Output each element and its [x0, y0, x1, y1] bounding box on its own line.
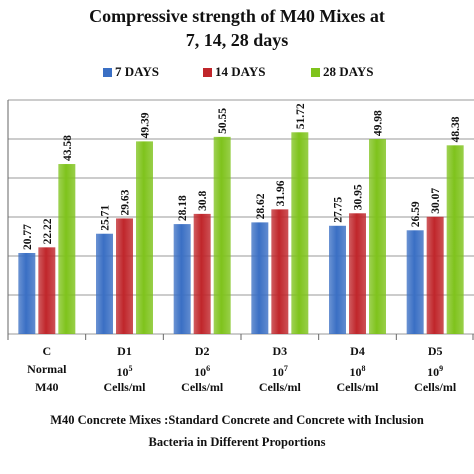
x-axis-title-line-2: Bacteria in Different Proportions [148, 435, 326, 449]
category-label-line: D5 [427, 344, 443, 358]
bar-28-days [291, 132, 309, 334]
category-label-line: M40 [35, 380, 59, 394]
data-label: 22.22 [42, 218, 54, 244]
bar-28-days [58, 164, 76, 334]
category-label: D1 105 Cells/ml [87, 344, 163, 398]
data-label: 48.38 [450, 116, 462, 142]
bar-28-days [446, 145, 464, 334]
category-label-line: 107 [271, 364, 288, 379]
bar-7-days [96, 233, 113, 334]
category-label-line: Cells/ml [181, 380, 224, 394]
data-label: 30.8 [197, 191, 209, 211]
category-label-line: Normal [27, 362, 67, 376]
legend-swatch [103, 67, 112, 77]
category-label: C Normal M40 [9, 344, 85, 398]
data-label: 50.55 [217, 108, 229, 134]
bar-7-days [173, 224, 191, 334]
legend-item: 28 DAYS [311, 64, 373, 80]
bar-14-days [426, 216, 444, 334]
data-label: 30.07 [430, 188, 442, 214]
data-label: 49.98 [373, 110, 385, 136]
bar-14-days [349, 213, 366, 334]
bar-14-days [38, 247, 56, 334]
data-label: 29.63 [120, 189, 132, 215]
category-label-line: D4 [350, 344, 365, 358]
category-label-line: Cells/ml [336, 380, 379, 394]
bar-7-days [329, 225, 346, 334]
bar-28-days [136, 141, 153, 334]
category-label-line: 109 [427, 364, 444, 379]
legend-swatch [203, 67, 212, 77]
data-label: 20.77 [22, 224, 34, 250]
data-label: 26.59 [410, 201, 422, 227]
legend-label: 7 DAYS [115, 64, 159, 79]
x-axis-title-line-1: M40 Concrete Mixes :Standard Concrete an… [50, 413, 424, 427]
bar-28-days [213, 136, 231, 334]
chart-title-line-1: Compressive strength of M40 Mixes at [89, 6, 385, 26]
bar-14-days [116, 218, 133, 334]
data-label: 43.58 [62, 135, 74, 161]
category-label-exponent: 5 [128, 364, 133, 373]
category-label: D5 109 Cells/ml [397, 344, 473, 398]
category-label-line: Cells/ml [258, 380, 301, 394]
category-label-exponent: 8 [361, 364, 366, 373]
bar-28-days [369, 139, 386, 334]
data-label: 25.71 [100, 205, 112, 231]
data-label: 49.39 [140, 112, 152, 138]
category-label-line: 108 [349, 364, 366, 379]
category-label-line: D3 [272, 344, 288, 358]
category-label-line: Cells/ml [103, 380, 146, 394]
data-label: 51.72 [295, 103, 307, 129]
chart-title-line-2: 7, 14, 28 days [185, 30, 289, 50]
category-label-line: Cells/ml [414, 380, 457, 394]
chart-legend: 7 DAYS 14 DAYS 28 DAYS [0, 64, 474, 84]
category-label-line: D2 [194, 344, 210, 358]
category-label-line: D1 [117, 344, 132, 358]
data-label: 27.75 [333, 197, 345, 223]
legend-label: 14 DAYS [215, 64, 266, 79]
bar-7-days [406, 230, 424, 334]
data-label: 30.95 [353, 184, 365, 210]
category-label: D3 107 Cells/ml [242, 344, 318, 398]
category-label-exponent: 9 [439, 364, 444, 373]
legend-swatch [311, 67, 320, 77]
category-label-exponent: 6 [206, 364, 211, 373]
bar-7-days [18, 252, 36, 334]
data-label: 28.62 [255, 193, 267, 219]
legend-item: 7 DAYS [103, 64, 159, 80]
category-label-line: 105 [116, 364, 133, 379]
bar-14-days [271, 209, 289, 334]
category-label: D2 106 Cells/ml [164, 344, 240, 398]
category-label-exponent: 7 [283, 364, 288, 373]
bar-14-days [193, 213, 211, 334]
category-label-line: 106 [194, 364, 211, 379]
data-label: 31.96 [275, 180, 287, 206]
legend-label: 28 DAYS [323, 64, 374, 79]
category-label-line: C [42, 344, 52, 358]
bar-7-days [251, 222, 269, 334]
category-label: D4 108 Cells/ml [320, 344, 396, 398]
data-label: 28.18 [177, 195, 189, 221]
legend-item: 14 DAYS [203, 64, 265, 80]
